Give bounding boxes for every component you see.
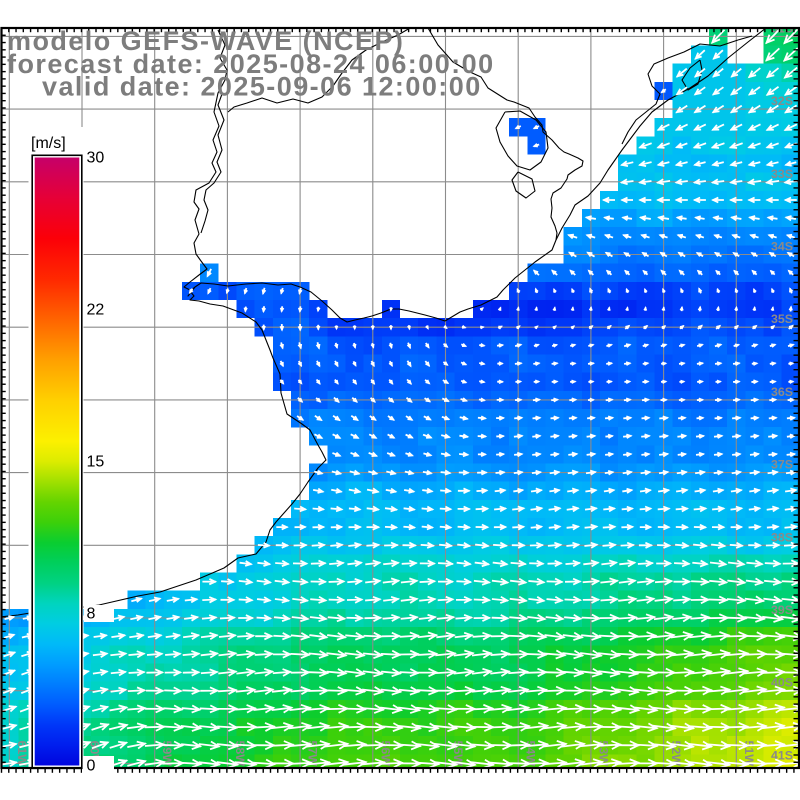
svg-text:8: 8 (87, 606, 96, 623)
svg-text:40S: 40S (771, 676, 793, 690)
svg-text:37S: 37S (771, 458, 793, 472)
svg-text:53W: 53W (596, 741, 610, 767)
svg-text:0: 0 (87, 758, 96, 775)
svg-text:39S: 39S (771, 603, 793, 617)
svg-text:valid date: 2025-09-06 12:00:0: valid date: 2025-09-06 12:00:00 (42, 72, 482, 102)
svg-text:22: 22 (87, 302, 105, 319)
svg-text:56W: 56W (378, 741, 392, 767)
svg-text:forecast date: 2025-08-24 06:0: forecast date: 2025-08-24 06:00:00 (7, 49, 495, 79)
svg-text:59W: 59W (160, 741, 174, 767)
svg-text:[m/s]: [m/s] (31, 135, 66, 152)
svg-text:38S: 38S (771, 530, 793, 544)
svg-text:modelo GEFS-WAVE (NCEP): modelo GEFS-WAVE (NCEP) (7, 26, 404, 56)
svg-text:30: 30 (87, 150, 105, 167)
svg-text:35S: 35S (771, 312, 793, 326)
svg-text:32S: 32S (771, 94, 793, 108)
svg-text:33S: 33S (771, 167, 793, 181)
svg-text:31S: 31S (771, 21, 793, 35)
svg-text:41S: 41S (771, 748, 793, 762)
svg-text:15: 15 (87, 454, 105, 471)
svg-text:36S: 36S (771, 385, 793, 399)
svg-text:34S: 34S (771, 240, 793, 254)
svg-text:61W: 61W (15, 741, 29, 767)
